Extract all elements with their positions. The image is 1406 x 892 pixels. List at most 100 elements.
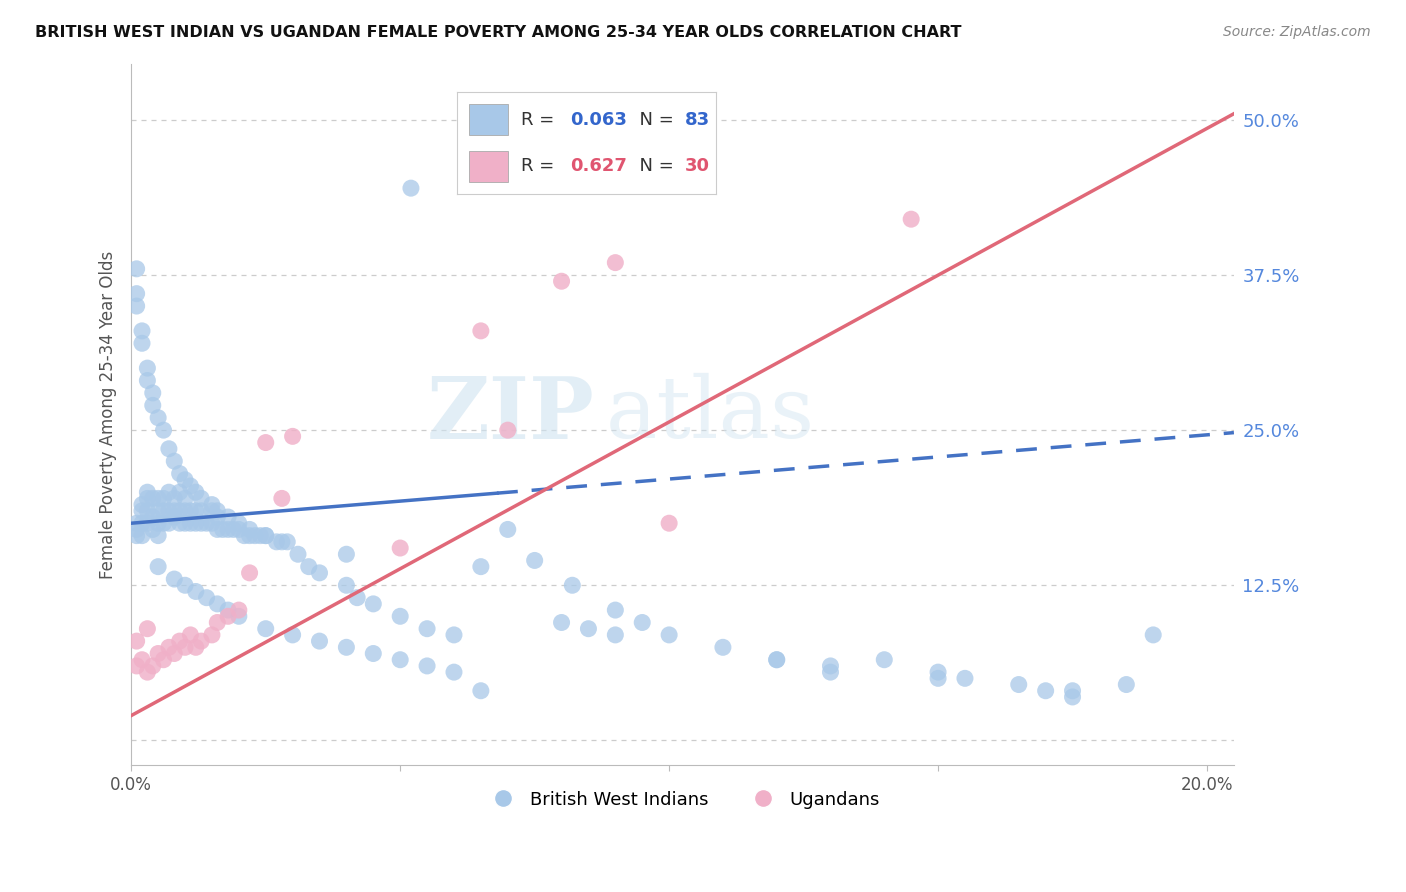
Point: [207, 597, 229, 611]
Point: [201, 516, 224, 531]
Point: [927, 665, 949, 680]
Point: [228, 516, 250, 531]
Point: [131, 528, 153, 542]
Point: [254, 435, 277, 450]
Point: [157, 485, 180, 500]
Point: [239, 523, 262, 537]
Point: [136, 374, 159, 388]
Point: [169, 634, 191, 648]
Point: [254, 528, 277, 542]
Point: [363, 647, 385, 661]
Point: [163, 510, 186, 524]
Point: [389, 609, 412, 624]
Point: [157, 640, 180, 655]
Text: Source: ZipAtlas.com: Source: ZipAtlas.com: [1223, 25, 1371, 39]
Point: [163, 454, 186, 468]
Point: [276, 534, 298, 549]
Point: [179, 516, 201, 531]
Point: [820, 659, 842, 673]
Point: [1008, 677, 1031, 691]
Point: [146, 491, 169, 506]
Point: [281, 628, 304, 642]
Point: [820, 665, 842, 680]
Point: [281, 429, 304, 443]
Point: [146, 559, 169, 574]
Point: [1062, 690, 1084, 704]
Point: [142, 510, 165, 524]
Point: [605, 628, 627, 642]
Point: [658, 628, 681, 642]
Point: [217, 609, 239, 624]
Point: [201, 628, 224, 642]
Point: [605, 603, 627, 617]
Point: [125, 634, 148, 648]
Point: [184, 504, 207, 518]
Point: [136, 504, 159, 518]
Point: [179, 628, 201, 642]
Point: [184, 516, 207, 531]
Point: [142, 523, 165, 537]
Point: [207, 504, 229, 518]
Point: [131, 653, 153, 667]
Point: [605, 255, 627, 269]
Point: [142, 398, 165, 412]
Point: [136, 622, 159, 636]
Point: [174, 473, 197, 487]
Point: [190, 516, 212, 531]
Point: [125, 299, 148, 313]
Point: [157, 504, 180, 518]
Point: [523, 553, 546, 567]
Point: [146, 410, 169, 425]
Point: [131, 516, 153, 531]
Point: [873, 653, 896, 667]
Point: [195, 591, 218, 605]
Point: [131, 498, 153, 512]
Point: [125, 528, 148, 542]
Point: [169, 504, 191, 518]
Point: [389, 541, 412, 555]
Point: [953, 671, 976, 685]
Point: [125, 659, 148, 673]
Point: [658, 516, 681, 531]
Point: [335, 640, 357, 655]
Point: [201, 504, 224, 518]
Point: [927, 671, 949, 685]
Point: [174, 578, 197, 592]
Point: [131, 324, 153, 338]
Point: [142, 659, 165, 673]
Point: [157, 516, 180, 531]
Point: [174, 491, 197, 506]
Point: [470, 324, 492, 338]
Point: [174, 516, 197, 531]
Point: [125, 516, 148, 531]
Point: [561, 578, 583, 592]
Point: [222, 523, 245, 537]
Point: [416, 659, 439, 673]
Point: [169, 516, 191, 531]
Point: [711, 640, 734, 655]
Point: [136, 516, 159, 531]
Point: [1142, 628, 1164, 642]
Point: [131, 504, 153, 518]
Point: [496, 523, 519, 537]
Point: [163, 572, 186, 586]
Point: [146, 516, 169, 531]
Point: [146, 528, 169, 542]
Point: [228, 523, 250, 537]
Point: [308, 566, 330, 580]
Point: [217, 523, 239, 537]
Point: [765, 653, 787, 667]
Point: [254, 528, 277, 542]
Point: [163, 504, 186, 518]
Point: [190, 491, 212, 506]
Point: [243, 528, 266, 542]
Point: [207, 523, 229, 537]
Point: [298, 559, 321, 574]
Point: [308, 634, 330, 648]
Point: [174, 504, 197, 518]
Point: [335, 578, 357, 592]
Point: [287, 547, 309, 561]
Point: [152, 504, 174, 518]
Point: [179, 479, 201, 493]
Point: [174, 640, 197, 655]
